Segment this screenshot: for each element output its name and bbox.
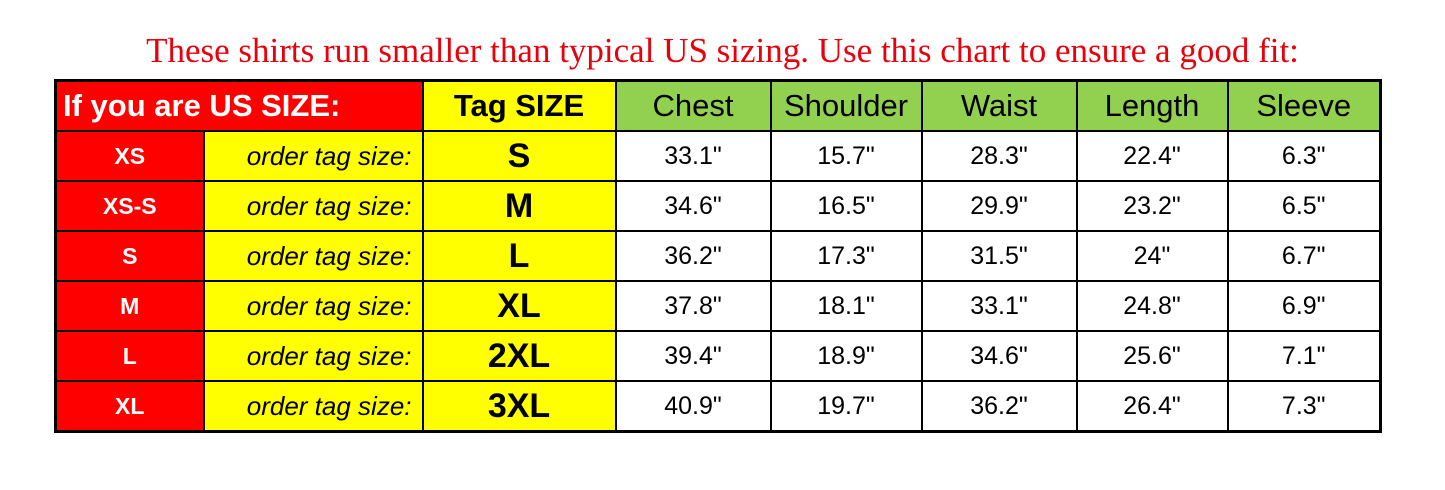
length-cell: 22.4"	[1075, 130, 1229, 182]
page-title: These shirts run smaller than typical US…	[146, 31, 1299, 70]
table-row: XS-S order tag size: M 34.6" 16.5" 29.9" 23.2"…	[54, 180, 1382, 232]
shoulder-cell: 16.5"	[769, 180, 923, 232]
order-label-cell: order tag size:	[202, 280, 424, 332]
chest-cell: 39.4"	[614, 330, 772, 382]
chest-cell: 34.6"	[614, 180, 772, 232]
tag-size-header: Tag SIZE	[421, 79, 617, 132]
sleeve-cell: 6.9"	[1226, 280, 1382, 332]
size-chart-table: If you are US SIZE: Tag SIZE Chest Shoul…	[54, 79, 1382, 433]
sleeve-cell: 7.3"	[1226, 380, 1382, 433]
waist-cell: 31.5"	[920, 230, 1078, 282]
shoulder-header: Shoulder	[769, 79, 923, 132]
chest-cell: 36.2"	[614, 230, 772, 282]
table-row: XL order tag size: 3XL 40.9" 19.7" 36.2" 26.4"…	[54, 380, 1382, 433]
shoulder-cell: 18.9"	[769, 330, 923, 382]
us-size-cell: XS-S	[54, 180, 205, 232]
header-row: If you are US SIZE: Tag SIZE Chest Shoul…	[54, 79, 1382, 132]
length-cell: 26.4"	[1075, 380, 1229, 433]
order-label-cell: order tag size:	[202, 230, 424, 282]
us-size-cell: XL	[54, 380, 205, 433]
waist-cell: 29.9"	[920, 180, 1078, 232]
waist-cell: 34.6"	[920, 330, 1078, 382]
chest-cell: 37.8"	[614, 280, 772, 332]
waist-cell: 28.3"	[920, 130, 1078, 182]
length-cell: 25.6"	[1075, 330, 1229, 382]
order-label-cell: order tag size:	[202, 130, 424, 182]
waist-header: Waist	[920, 79, 1078, 132]
waist-cell: 36.2"	[920, 380, 1078, 433]
sleeve-cell: 6.3"	[1226, 130, 1382, 182]
chest-cell: 40.9"	[614, 380, 772, 433]
sleeve-header: Sleeve	[1226, 79, 1382, 132]
shoulder-cell: 18.1"	[769, 280, 923, 332]
shoulder-cell: 17.3"	[769, 230, 923, 282]
order-label-cell: order tag size:	[202, 380, 424, 433]
tag-size-cell: S	[421, 130, 617, 182]
us-size-cell: M	[54, 280, 205, 332]
us-size-cell: S	[54, 230, 205, 282]
shoulder-cell: 15.7"	[769, 130, 923, 182]
table-row: XS order tag size: S 33.1" 15.7" 28.3" 22.4" 6.…	[54, 130, 1382, 182]
tag-size-cell: XL	[421, 280, 617, 332]
order-label-cell: order tag size:	[202, 180, 424, 232]
tag-size-cell: 3XL	[421, 380, 617, 433]
tag-size-cell: L	[421, 230, 617, 282]
chest-header: Chest	[614, 79, 772, 132]
sleeve-cell: 6.7"	[1226, 230, 1382, 282]
length-header: Length	[1075, 79, 1229, 132]
length-cell: 23.2"	[1075, 180, 1229, 232]
waist-cell: 33.1"	[920, 280, 1078, 332]
us-size-cell: XS	[54, 130, 205, 182]
length-cell: 24.8"	[1075, 280, 1229, 332]
tag-size-cell: M	[421, 180, 617, 232]
sleeve-cell: 7.1"	[1226, 330, 1382, 382]
tag-size-cell: 2XL	[421, 330, 617, 382]
us-size-header: If you are US SIZE:	[54, 79, 424, 132]
sleeve-cell: 6.5"	[1226, 180, 1382, 232]
order-label-cell: order tag size:	[202, 330, 424, 382]
shoulder-cell: 19.7"	[769, 380, 923, 433]
chest-cell: 33.1"	[614, 130, 772, 182]
length-cell: 24"	[1075, 230, 1229, 282]
us-size-cell: L	[54, 330, 205, 382]
